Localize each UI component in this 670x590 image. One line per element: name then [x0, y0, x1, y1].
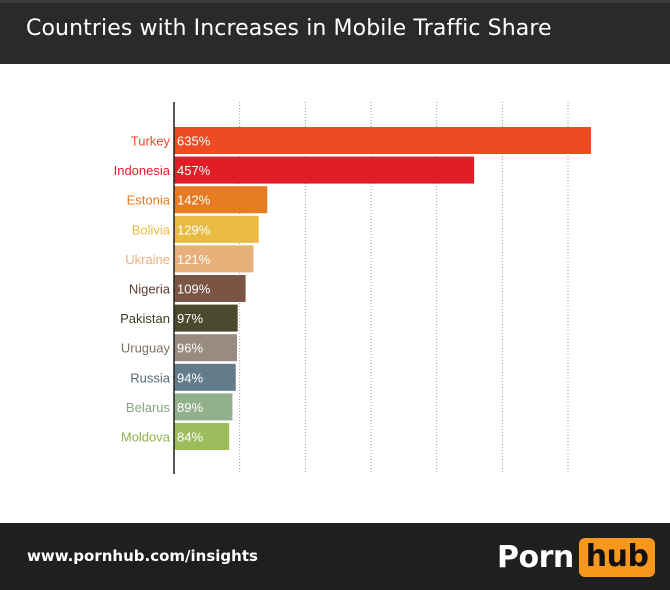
header-accent	[0, 0, 670, 3]
logo-part-2: hub	[578, 537, 656, 577]
pornhub-logo: Porn hub	[497, 535, 656, 579]
bar-value-label: 129%	[177, 222, 211, 237]
bar-value-label: 89%	[177, 400, 203, 415]
bar-turkey	[174, 127, 591, 154]
category-label: Indonesia	[114, 163, 171, 178]
category-label: Russia	[130, 370, 171, 385]
bar-bolivia	[174, 215, 259, 243]
category-label: Ukraine	[125, 252, 170, 267]
bar-russia	[174, 363, 236, 391]
bar-value-label: 142%	[177, 193, 211, 208]
bar-chart: 635% Turkey 457% Indonesia 142% Estonia 129% Bo…	[0, 64, 670, 523]
bar-value-label: 121%	[177, 252, 211, 267]
footer-url: www.pornhub.com/insights	[27, 547, 258, 565]
chart-title: Countries with Increases in Mobile Traff…	[26, 16, 552, 41]
category-label: Bolivia	[132, 222, 171, 237]
category-label: Estonia	[127, 193, 171, 208]
bar-pakistan	[174, 304, 238, 332]
bar-uruguay	[174, 334, 238, 362]
category-label: Uruguay	[121, 341, 171, 356]
bar-value-label: 457%	[177, 163, 211, 178]
bar-estonia	[174, 186, 268, 214]
bar-nigeria	[174, 275, 246, 302]
bar-value-label: 97%	[177, 311, 203, 326]
bar-value-label: 109%	[177, 282, 211, 297]
chart-footer: www.pornhub.com/insights Porn hub	[0, 523, 670, 590]
bar-moldova	[174, 423, 230, 450]
bar-value-label: 94%	[177, 370, 203, 385]
category-label: Moldova	[121, 430, 171, 445]
category-label: Pakistan	[120, 311, 170, 326]
bar-value-label: 96%	[177, 341, 203, 356]
category-label: Nigeria	[129, 282, 171, 297]
bar-indonesia	[174, 156, 475, 184]
bar-belarus	[174, 393, 233, 421]
bar-value-label: 84%	[177, 430, 203, 445]
category-label: Turkey	[131, 134, 171, 149]
chart-svg: 635% Turkey 457% Indonesia 142% Estonia 129% Bo…	[114, 102, 591, 474]
chart-header: Countries with Increases in Mobile Traff…	[0, 0, 670, 64]
logo-part-1: Porn	[497, 539, 574, 575]
bar-value-label: 635%	[177, 134, 211, 149]
bar-ukraine	[174, 245, 254, 273]
category-label: Belarus	[126, 400, 171, 415]
